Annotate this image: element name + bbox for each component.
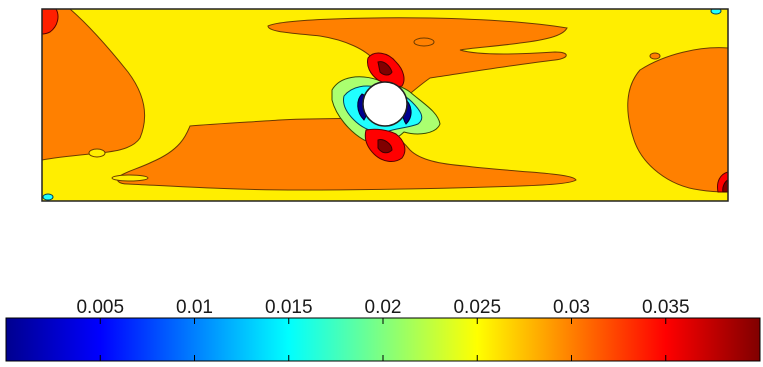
contour-corner-top-right <box>710 9 722 15</box>
contour-blob <box>88 148 106 158</box>
colorbar-tick-label: 0.025 <box>453 297 501 318</box>
colorbar-tick-label: 0.005 <box>76 297 124 318</box>
contour-region-right <box>627 47 728 193</box>
colorbar-tick-label: 0.03 <box>553 297 590 318</box>
contour-region-dark-red-bottom <box>377 139 393 154</box>
contour-blob <box>111 174 149 182</box>
colorbar-tick-label: 0.015 <box>265 297 313 318</box>
colorbar: 0.005 0.01 0.015 0.02 0.025 0.03 0.035 <box>5 297 761 362</box>
contour-corner-bottom-right-inner <box>722 179 728 193</box>
plot-frame <box>41 8 729 202</box>
colorbar-tick-label: 0.035 <box>642 297 690 318</box>
contour-region-lower-band <box>117 116 577 191</box>
contour-corner-top-left <box>42 9 59 35</box>
contour-blob <box>649 52 661 60</box>
colorbar-tick-label: 0.02 <box>365 297 402 318</box>
obstacle-circle <box>362 81 408 127</box>
contour-region-left <box>42 9 146 161</box>
colorbar-gradient <box>5 317 761 362</box>
colorbar-tick-label: 0.01 <box>176 297 213 318</box>
contour-region-dark-red-top <box>377 61 393 76</box>
contour-blob <box>413 37 435 47</box>
contour-corner-bottom-left <box>42 193 54 201</box>
contour-field <box>42 9 728 201</box>
